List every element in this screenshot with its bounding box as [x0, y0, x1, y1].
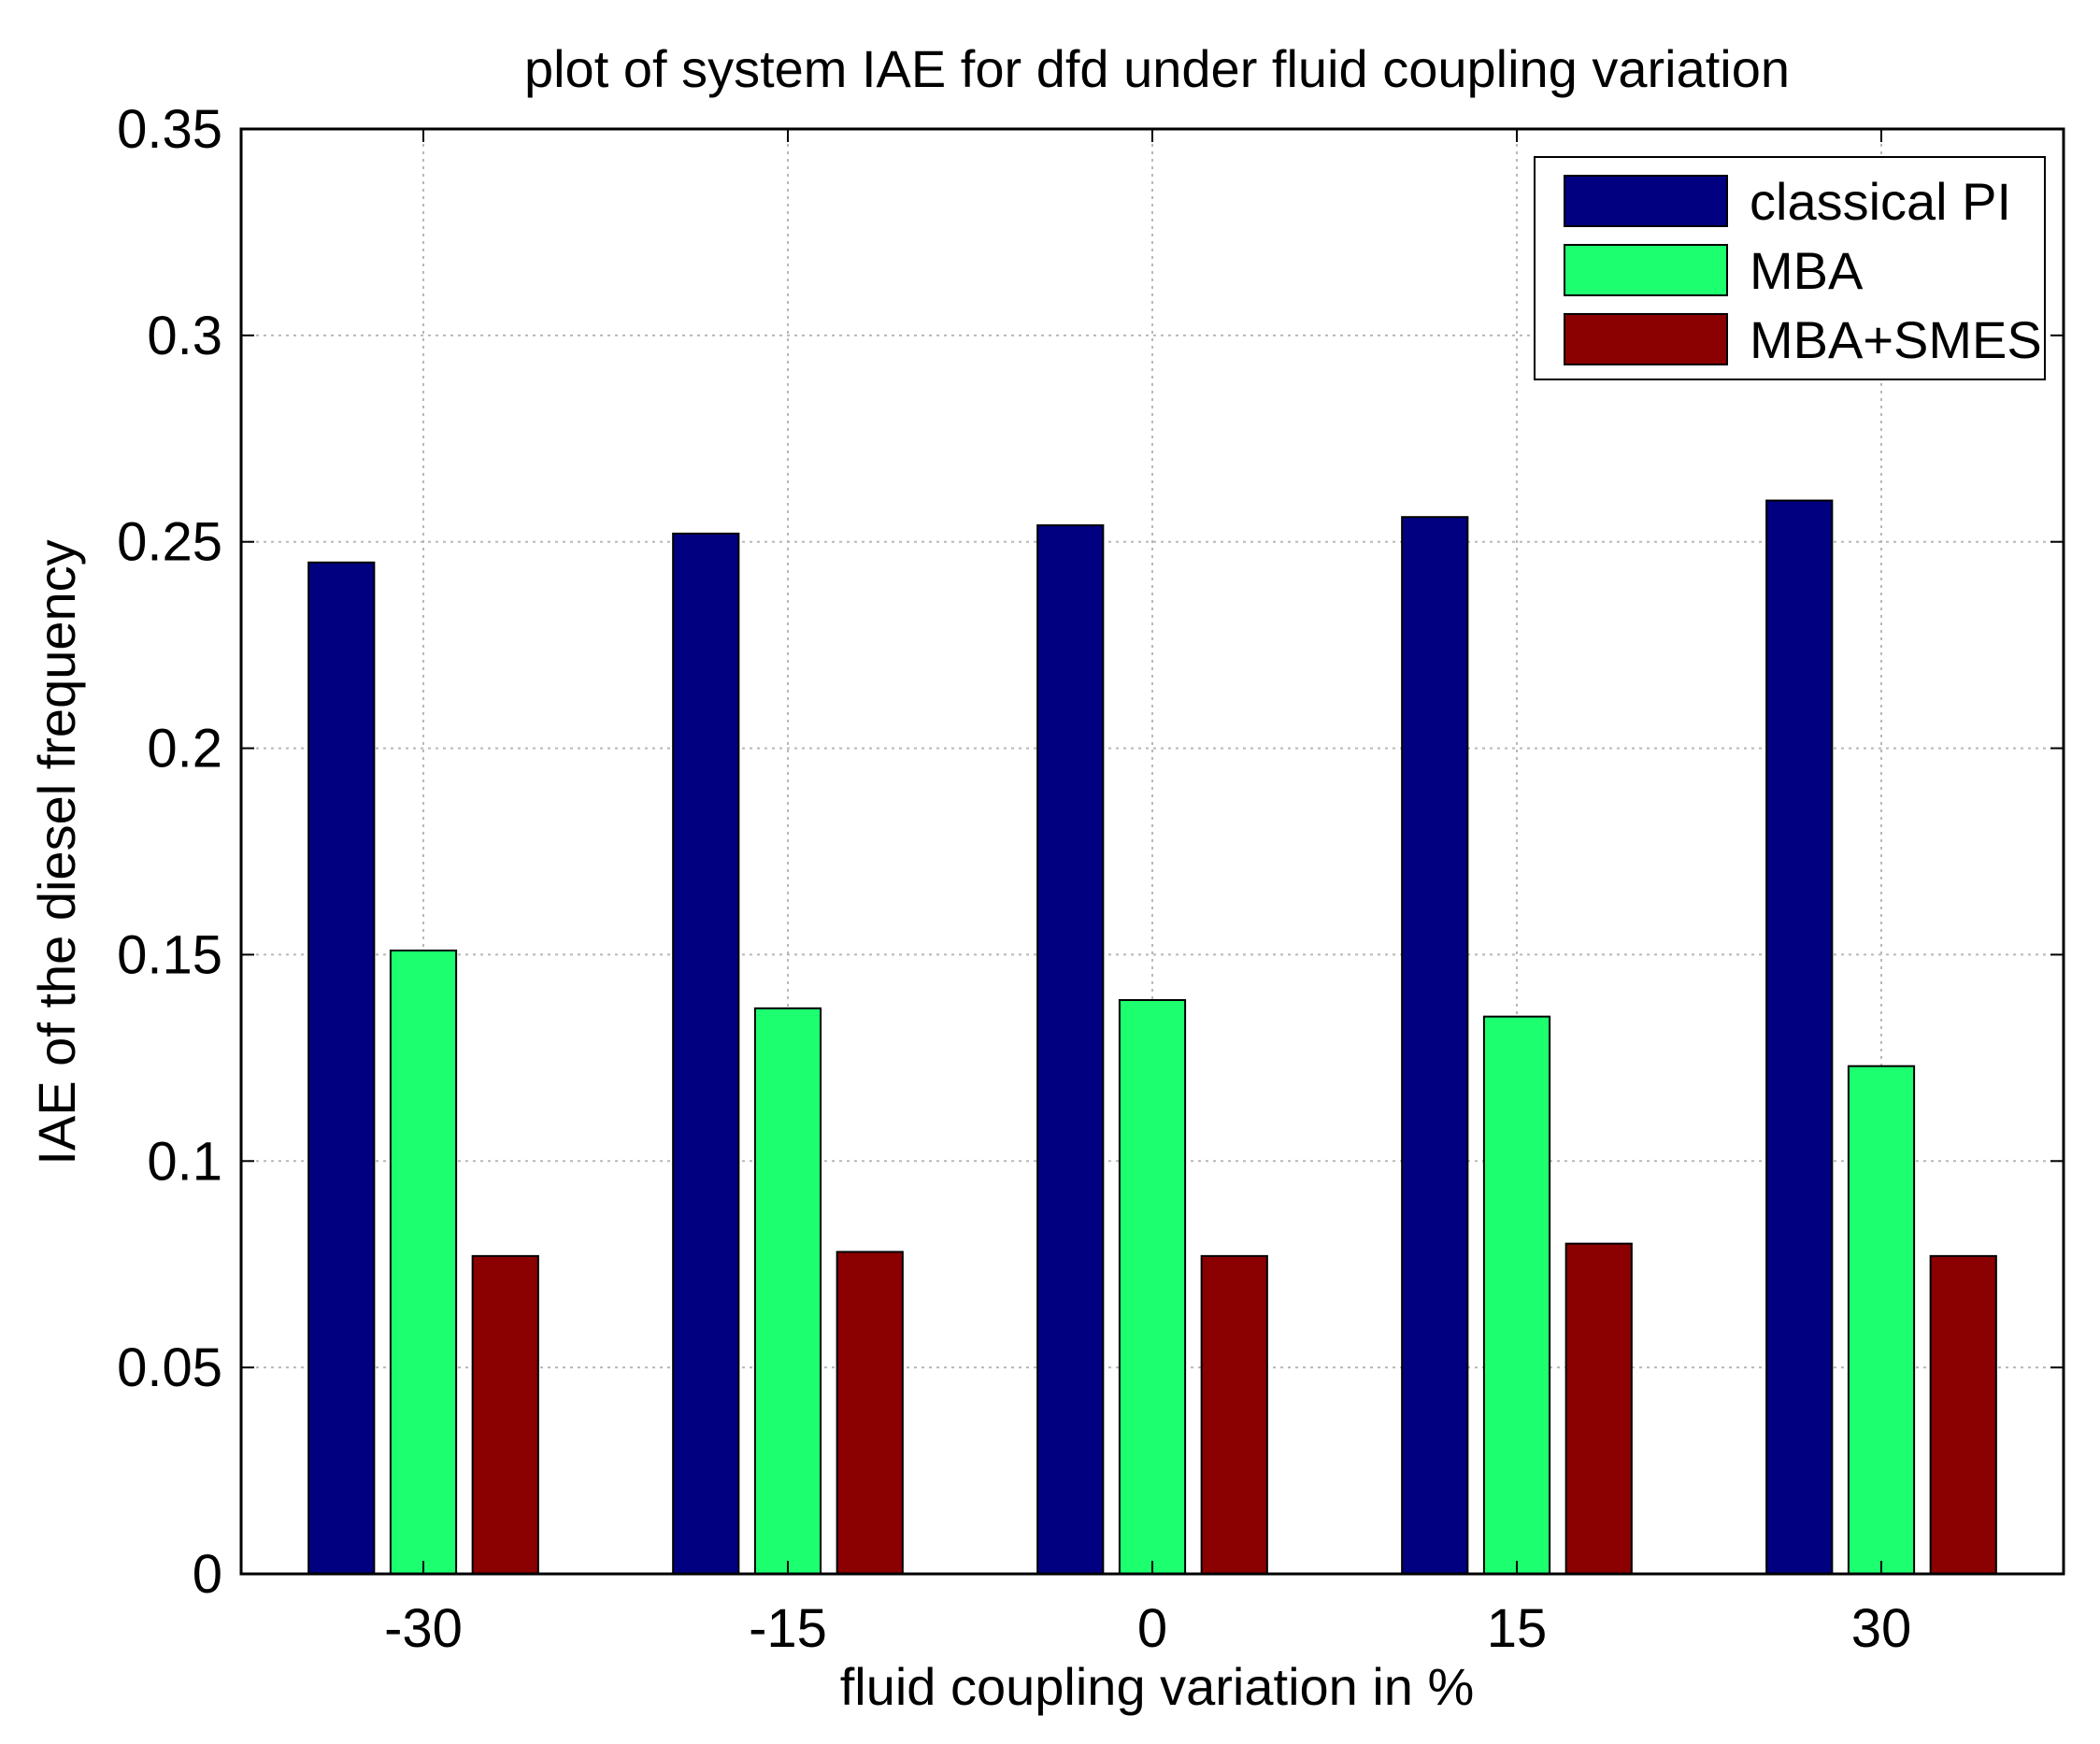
- bar-mba: [389, 950, 458, 1575]
- y-tick-label: 0.25: [117, 512, 222, 573]
- legend-label: MBA: [1750, 241, 1864, 300]
- bar-mba-smes: [1200, 1254, 1268, 1575]
- x-tick-label: 15: [1487, 1598, 1548, 1659]
- x-tick-label: -30: [384, 1598, 463, 1659]
- x-tick-label: 30: [1851, 1598, 1912, 1659]
- x-tick-label: -15: [749, 1598, 827, 1659]
- y-tick-label: 0.15: [117, 924, 222, 985]
- bar-classical-pi: [1765, 499, 1834, 1575]
- x-axis-label: fluid coupling variation in %: [840, 1657, 1475, 1716]
- y-tick-label: 0.2: [147, 719, 222, 779]
- legend-swatch: [1564, 313, 1728, 365]
- y-tick-label: 0.05: [117, 1337, 222, 1398]
- bar-mba-smes: [1929, 1254, 1997, 1575]
- bar-mba-smes: [471, 1254, 539, 1575]
- bar-mba: [1482, 1015, 1551, 1575]
- legend-label: classical PI: [1750, 172, 2011, 231]
- legend-label: MBA+SMES: [1750, 310, 2042, 369]
- legend: classical PI MBA MBA+SMES: [1534, 156, 2046, 380]
- bar-classical-pi: [672, 532, 740, 1575]
- bar-mba-smes: [836, 1251, 904, 1576]
- y-tick-label: 0.35: [117, 99, 222, 160]
- bar-classical-pi: [1036, 524, 1105, 1576]
- bar-mba: [753, 1007, 822, 1575]
- y-tick-label: 0.3: [147, 306, 222, 366]
- x-tick-label: 0: [1137, 1598, 1167, 1659]
- legend-swatch: [1564, 244, 1728, 296]
- bar-mba: [1118, 999, 1187, 1575]
- bar-classical-pi: [1401, 516, 1469, 1575]
- y-tick-label: 0: [193, 1544, 222, 1605]
- axis-ticks: 0 0.05 0.1 0.15 0.2 0.25 0.3 0.35 -30 -15 0 15 30: [117, 99, 2064, 1659]
- y-axis-label: IAE of the diesel frequency: [27, 539, 86, 1165]
- chart-title: plot of system IAE for dfd under fluid c…: [524, 39, 1790, 98]
- bar-mba: [1847, 1065, 1916, 1575]
- legend-swatch: [1564, 175, 1728, 227]
- y-tick-label: 0.1: [147, 1131, 222, 1192]
- bar-classical-pi: [307, 561, 376, 1575]
- bar-mba-smes: [1564, 1242, 1633, 1575]
